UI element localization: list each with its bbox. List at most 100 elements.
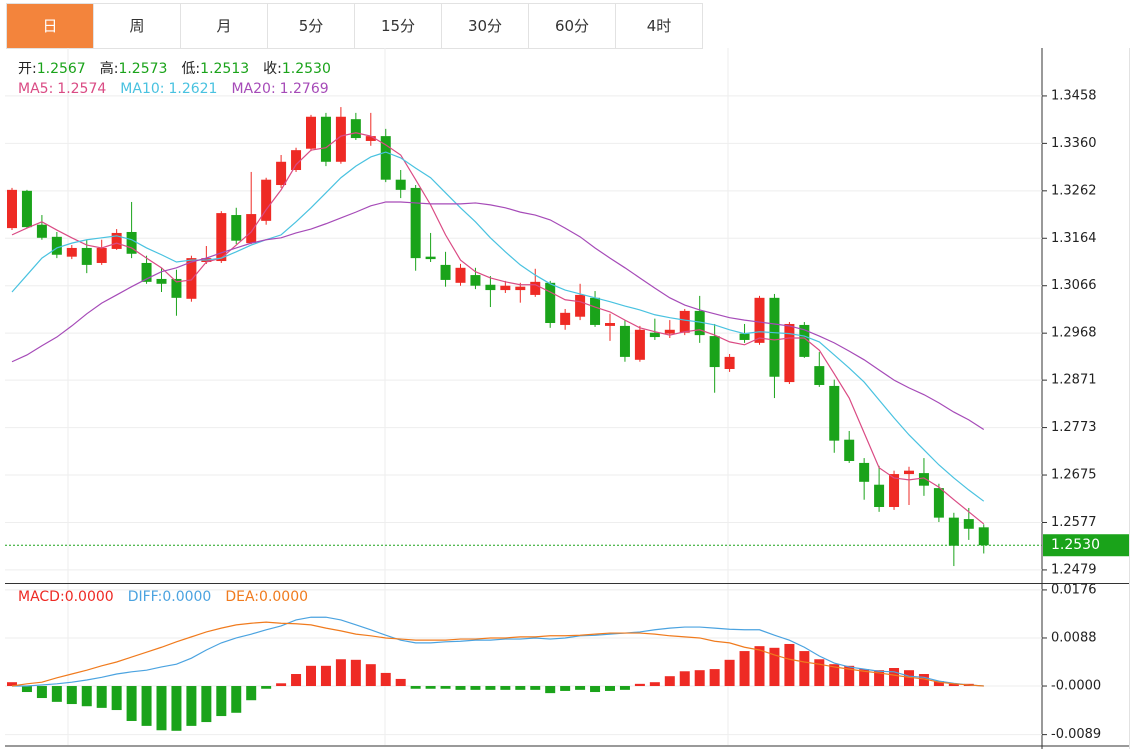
period-tab[interactable]: 30分 [442,4,529,48]
legend-item: MA5: 1.2574 [18,81,106,97]
y-tick-label: 1.3066 [1051,278,1097,293]
candle-body [111,232,122,249]
macd-bar [933,681,944,687]
quote-item: 收:1.2530 [263,58,331,78]
last-price-label: 1.2530 [1051,537,1100,553]
macd-bar [171,686,182,731]
macd-bar [605,686,615,691]
candle-body [859,462,870,482]
candle-body [874,484,885,507]
macd-bar [844,665,855,687]
candle-body [485,284,496,291]
macd-bar [261,686,272,689]
quote-label: 开: [18,61,37,77]
legend-name: MACD: [18,589,65,605]
macd-bar [365,664,376,687]
legend-item: MACD:0.0000 [18,589,114,605]
candle-body [545,282,556,324]
period-tab[interactable]: 日 [7,4,94,48]
macd-bar [350,659,361,687]
macd-bar [799,651,810,687]
candle-body [51,236,62,255]
quote-value: 1.2573 [118,61,168,77]
candle-body [380,136,391,180]
macd-bar [276,683,287,687]
macd-bar [739,651,750,687]
candle-body [126,231,137,254]
candle-body [844,439,855,461]
candle-body [365,136,376,141]
macd-bar [679,671,690,687]
candle-body [276,161,287,186]
candle-body [335,116,346,162]
macd-bar [36,686,47,699]
candle-body [141,262,152,282]
last-price-box [1043,534,1129,557]
period-tab[interactable]: 60分 [529,4,616,48]
macd-legend: MACD:0.0000 DIFF:0.0000 DEA:0.0000 [18,589,308,605]
candle-body [171,278,182,298]
candle-body [410,187,421,259]
candle-body [81,247,92,265]
quote-item: 低:1.2513 [181,58,249,78]
y-tick-label: 1.3262 [1051,183,1097,198]
candle-body [291,150,302,171]
candle-body [829,385,840,441]
macd-bar [425,686,436,689]
macd-bar [500,686,511,690]
macd-bar [410,686,421,689]
macd-line [12,616,984,687]
macd-bar [560,686,571,691]
y-tick-label: 1.2773 [1051,420,1097,435]
macd-bar [769,647,780,687]
period-tabs: 日周月 5分 15分 30分 60分 4时 [6,3,703,49]
y-tick-label: 0.0088 [1051,630,1097,645]
legend-value: 0.0000 [259,589,309,605]
macd-bar [440,686,451,689]
macd-bar [320,665,331,687]
y-tick-label: 1.2577 [1051,515,1097,530]
y-tick-label: -0.0089 [1051,727,1101,742]
macd-bar [21,686,32,693]
candle-body [515,286,526,291]
period-tab[interactable]: 5分 [268,4,355,48]
macd-bar [530,686,541,690]
macd-bar [829,664,840,687]
candle-body [799,324,810,357]
quote-label: 收: [263,61,282,77]
legend-name: MA20: [231,81,276,97]
legend-value: 1.2769 [279,81,329,97]
macd-bar [455,686,466,690]
macd-bar [111,686,122,711]
period-tab[interactable]: 月 [181,4,268,48]
candle-body [605,323,615,326]
legend-item: DEA:0.0000 [225,589,308,605]
macd-bar [619,686,630,690]
macd-bar [66,686,77,705]
candle-body [425,256,436,260]
ma-legend: MA5: 1.2574 MA10: 1.2621 MA20: 1.2769 [18,81,329,97]
period-tab[interactable]: 周 [94,4,181,48]
macd-bar [51,686,62,702]
quote-value: 1.2513 [200,61,250,77]
period-tab[interactable]: 4时 [616,4,703,48]
candle-body [156,278,167,284]
candle-body [634,329,645,360]
candle-body [560,312,571,325]
candle-body [261,179,272,221]
macd-bar [545,686,556,694]
macd-bar [201,686,212,723]
candle-body [619,325,630,357]
candle-body [709,336,720,368]
legend-value: 0.0000 [64,589,114,605]
macd-bar [335,659,346,687]
period-tab[interactable]: 15分 [355,4,442,48]
candle-body [963,519,974,529]
legend-item: MA20: 1.2769 [231,81,328,97]
macd-bar [231,686,242,713]
macd-bar [664,676,675,687]
candle-body [649,332,660,338]
candle-body [933,488,944,518]
candle-body [470,275,481,286]
candle-body [575,294,586,317]
